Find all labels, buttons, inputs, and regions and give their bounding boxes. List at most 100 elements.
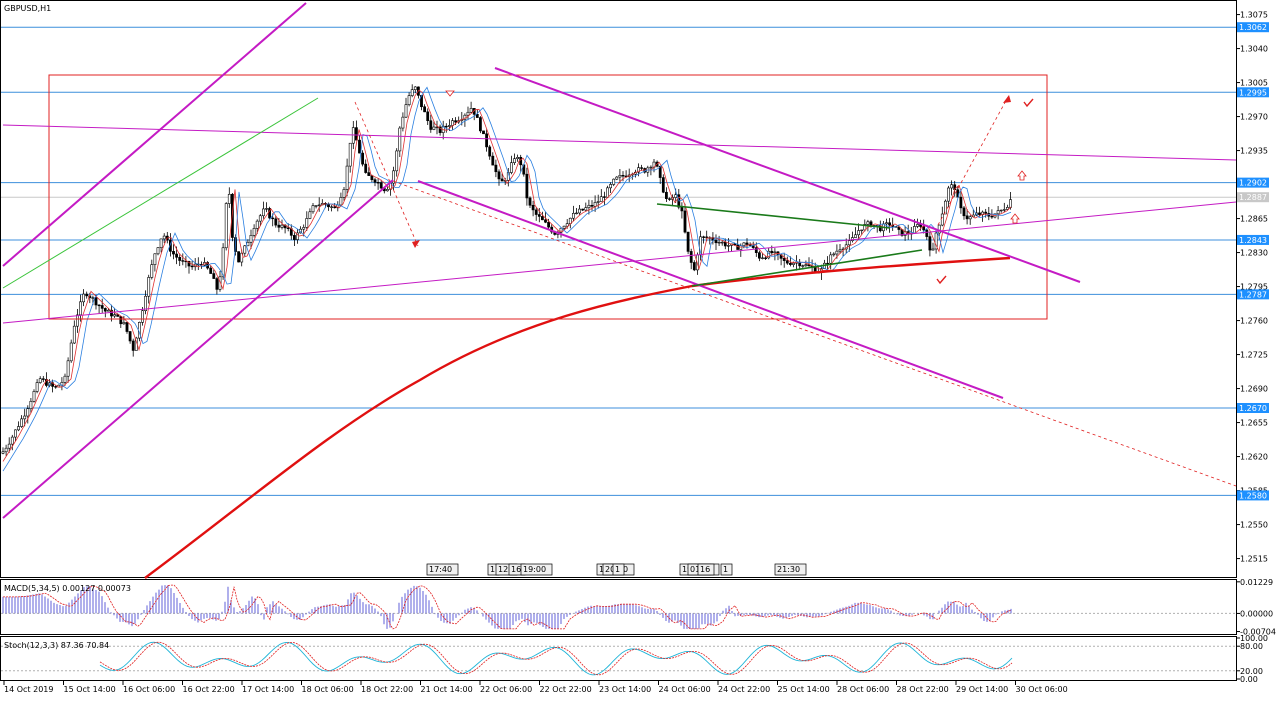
candle-body [426, 111, 430, 122]
candle-body [150, 264, 154, 278]
candle-body [54, 386, 58, 388]
x-tick-label: 21 Oct 14:00 [421, 685, 473, 694]
candle-body [79, 301, 82, 316]
level-label-bg [1237, 87, 1269, 98]
y-tick-label: 1.2725 [1240, 351, 1268, 360]
candle-body [119, 316, 123, 325]
candle-body [968, 216, 972, 220]
candle-body [950, 184, 954, 189]
candle-body [224, 203, 228, 249]
macd-y-label: -0.00704 [1240, 628, 1276, 637]
candle-body [491, 155, 495, 166]
candle-body [485, 133, 489, 148]
candle-body [664, 191, 668, 199]
level-label: 1.2670 [1239, 404, 1267, 413]
dotted-arrow-line[interactable] [937, 96, 1009, 226]
candle-body [621, 175, 625, 177]
candle-body [618, 175, 622, 178]
candle-body [128, 331, 132, 342]
stoch-title: Stoch(12,3,3) 87.36 70.84 [4, 641, 109, 650]
stoch-signal-line [99, 641, 1013, 676]
candle-body [212, 273, 216, 279]
candle-body [885, 222, 888, 225]
macd-y-label: 0.00000 [1240, 609, 1273, 618]
trend-line[interactable] [2, 179, 394, 519]
level-label-bg [1237, 490, 1269, 501]
candle-body [100, 305, 104, 309]
y-tick-label: 1.3075 [1240, 11, 1268, 20]
candle-body [745, 242, 749, 245]
time-marker-label: 21:30 [777, 565, 800, 574]
trend-line[interactable] [2, 124, 1237, 161]
dotted-arrow-line[interactable] [354, 101, 419, 247]
candle-body [500, 178, 504, 182]
candle-body [23, 415, 27, 420]
candle-body [370, 175, 374, 180]
candle-body [385, 189, 389, 192]
candle-body [175, 253, 179, 258]
trend-line[interactable] [494, 67, 1081, 283]
triangle-lower-line[interactable] [691, 249, 923, 287]
y-tick-label: 1.2865 [1240, 215, 1268, 224]
candle-body [494, 164, 498, 173]
candle-body [540, 216, 544, 221]
candle-body [354, 127, 358, 141]
y-tick-label: 1.3040 [1240, 45, 1268, 54]
candle-body [398, 127, 402, 152]
range-box[interactable] [48, 74, 1048, 320]
candle-body [181, 260, 185, 262]
x-tick-label: 16 Oct 22:00 [183, 685, 235, 694]
x-tick-label: 17 Oct 14:00 [242, 685, 294, 694]
candle-body [770, 250, 774, 254]
trend-line[interactable] [2, 2, 307, 267]
candle-body [661, 177, 665, 193]
candle-body [593, 202, 597, 207]
candle-body [1009, 199, 1012, 208]
candle-body [934, 232, 938, 250]
y-tick-label: 1.2935 [1240, 147, 1268, 156]
candle-body [475, 114, 479, 118]
candle-body [544, 219, 547, 223]
candle-body [866, 221, 870, 225]
y-tick-label: 1.3005 [1240, 79, 1268, 88]
time-marker-label: 1 [723, 565, 728, 574]
candle-body [513, 158, 516, 163]
dotted-projection-line[interactable] [392, 180, 1237, 487]
macd-signal-line [3, 584, 1012, 630]
trend-line[interactable] [417, 180, 1004, 399]
candle-body [116, 314, 120, 317]
x-tick-label: 30 Oct 06:00 [1016, 685, 1068, 694]
candle-body [131, 340, 135, 351]
y-tick-label: 1.2655 [1240, 419, 1268, 428]
candle-body [649, 166, 653, 169]
candle-body [110, 309, 113, 317]
candle-body [658, 165, 662, 178]
candle-body [562, 225, 566, 229]
trend-line[interactable] [2, 201, 1237, 324]
candle-body [689, 251, 693, 263]
candle-body [578, 208, 582, 214]
triangle-upper-line[interactable] [656, 203, 891, 229]
candle-body [407, 95, 411, 105]
candle-body [575, 212, 578, 215]
x-tick-label: 23 Oct 14:00 [599, 685, 651, 694]
candle-body [860, 229, 864, 232]
level-label: 1.2995 [1239, 88, 1267, 97]
candle-body [612, 178, 616, 185]
candle-body [367, 172, 371, 176]
candle-body [1, 451, 5, 454]
candle-body [609, 184, 613, 189]
candle-body [668, 198, 671, 200]
candle-body [962, 207, 966, 217]
symbol-title: GBPUSD,H1 [4, 4, 51, 13]
candle-body [965, 215, 969, 220]
candle-body [66, 360, 70, 377]
ma200-line [144, 256, 1011, 579]
candle-body [537, 214, 541, 217]
time-marker-label: 19:00 [523, 565, 546, 574]
x-tick-label: 22 Oct 06:00 [480, 685, 532, 694]
candle-body [373, 179, 377, 183]
trend-line[interactable] [2, 97, 319, 289]
